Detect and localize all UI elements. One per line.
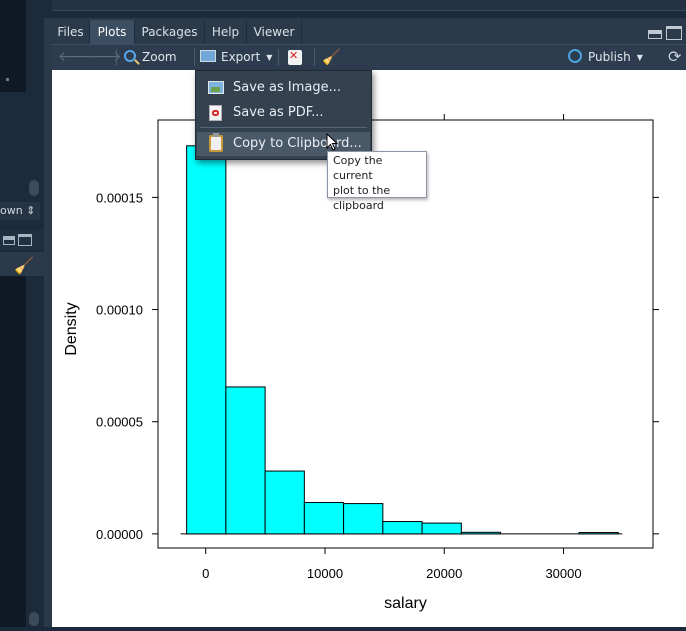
y-tick-label: 0.00005 [96, 415, 143, 430]
toolbar-separator [116, 49, 117, 66]
clear-plots-icon[interactable]: 🧹 [322, 48, 341, 66]
menu-separator [200, 127, 367, 128]
left-pane-dropdown[interactable]: own ⇕ [0, 202, 40, 220]
copy-to-clipboard-tooltip: Copy the current plot to the clipboard [327, 151, 427, 212]
pane-top-strip [52, 0, 686, 11]
publish-label: Publish [588, 50, 631, 64]
x-tick-label: 20000 [426, 566, 462, 581]
export-button[interactable]: Export ▼ [200, 45, 272, 70]
tab-viewer-label: Viewer [253, 25, 295, 39]
histogram-bar [421, 522, 462, 535]
chevron-down-icon: ▼ [266, 53, 273, 62]
histogram-bar [460, 531, 502, 535]
tooltip-line: Copy the current [333, 154, 383, 182]
export-label: Export [221, 50, 261, 64]
publish-button[interactable]: Publish ▼ [568, 45, 643, 70]
left-pane-header [0, 230, 44, 250]
export-icon [200, 50, 216, 62]
image-icon [208, 81, 224, 94]
pane-top-border [44, 0, 686, 18]
x-tick-label: 30000 [545, 566, 581, 581]
x-tick-label: 0 [202, 566, 209, 581]
tab-files-label: Files [57, 25, 84, 39]
plots-pane: Files Plots Packages Help Viewer 🡐 🡒 Zoo… [44, 0, 686, 627]
left-scrollbar-thumb[interactable] [29, 180, 39, 196]
pdf-icon [209, 105, 222, 121]
pane-window-controls [646, 24, 686, 42]
histogram-bar [264, 470, 305, 535]
toolbar-separator [194, 49, 195, 66]
left-pane-toolbar [0, 252, 44, 276]
y-tick-label: 0.00000 [96, 527, 143, 542]
histogram-bar [343, 503, 384, 535]
x-tick-label: 10000 [307, 566, 343, 581]
tab-help-label: Help [211, 25, 240, 39]
save-as-image-label: Save as Image... [233, 80, 342, 95]
left-dropdown-label: own ⇕ [0, 204, 36, 217]
left-scrollbar-thumb-bottom[interactable] [29, 612, 39, 626]
maximize-pane-icon[interactable] [666, 26, 682, 40]
tab-packages[interactable]: Packages [135, 20, 205, 44]
remove-plot-icon[interactable] [288, 49, 302, 65]
tab-plots-label: Plots [97, 25, 127, 39]
x-axis-label: salary [384, 595, 427, 612]
refresh-icon[interactable]: ⟳ [668, 47, 682, 66]
publish-icon [568, 49, 582, 63]
tab-packages-label: Packages [141, 25, 198, 39]
zoom-button[interactable]: Zoom [124, 45, 177, 70]
toolbar-separator [314, 49, 315, 66]
tab-viewer[interactable]: Viewer [247, 20, 302, 44]
save-as-image-item[interactable]: Save as Image... [197, 76, 370, 100]
left-pane-body [0, 276, 26, 627]
tab-help[interactable]: Help [205, 20, 247, 44]
tab-files[interactable]: Files [52, 20, 90, 44]
left-pane-marker [6, 78, 9, 81]
histogram-chart: 0 10000 20000 30000 0.00000 0.00005 0.00010 0.0… [63, 114, 659, 612]
zoom-label: Zoom [142, 50, 177, 64]
broom-icon[interactable]: 🧹 [14, 256, 34, 275]
clipboard-icon [209, 133, 223, 152]
histogram-bar [382, 521, 423, 535]
save-as-pdf-item[interactable]: Save as PDF... [197, 101, 370, 125]
maximize-icon[interactable] [18, 234, 32, 246]
y-axis-label: Density [63, 302, 80, 355]
tooltip-line: clipboard [333, 199, 384, 212]
y-tick-label: 0.00010 [96, 303, 143, 318]
tab-bar: Files Plots Packages Help Viewer [52, 20, 686, 44]
y-tick-label: 0.00015 [96, 190, 143, 205]
left-pane-top [0, 0, 26, 92]
histogram-bar [225, 386, 266, 535]
zoom-icon [124, 50, 136, 62]
plot-frame [157, 119, 654, 549]
tooltip-line: plot to the [333, 184, 391, 197]
histogram-bar [303, 501, 345, 535]
tab-plots[interactable]: Plots [90, 20, 135, 44]
chevron-down-icon: ▼ [636, 53, 643, 62]
histogram-bar [186, 145, 227, 535]
plots-toolbar: 🡐 🡒 Zoom Export ▼ 🧹 Publish ▼ ⟳ [52, 44, 686, 70]
mouse-cursor-icon [326, 133, 338, 151]
previous-plot-icon[interactable]: 🡐 [58, 49, 96, 65]
export-menu: Save as Image... Save as PDF... Copy to … [195, 70, 372, 160]
save-as-pdf-label: Save as PDF... [233, 105, 324, 120]
histogram-bar [578, 532, 619, 535]
plot-canvas: 0 10000 20000 30000 0.00000 0.00005 0.00010 0.0… [52, 70, 686, 627]
minimize-pane-icon[interactable] [648, 30, 662, 39]
toolbar-separator [278, 49, 279, 66]
minimize-icon[interactable] [3, 236, 15, 245]
next-plot-icon[interactable]: 🡒 [84, 49, 122, 65]
